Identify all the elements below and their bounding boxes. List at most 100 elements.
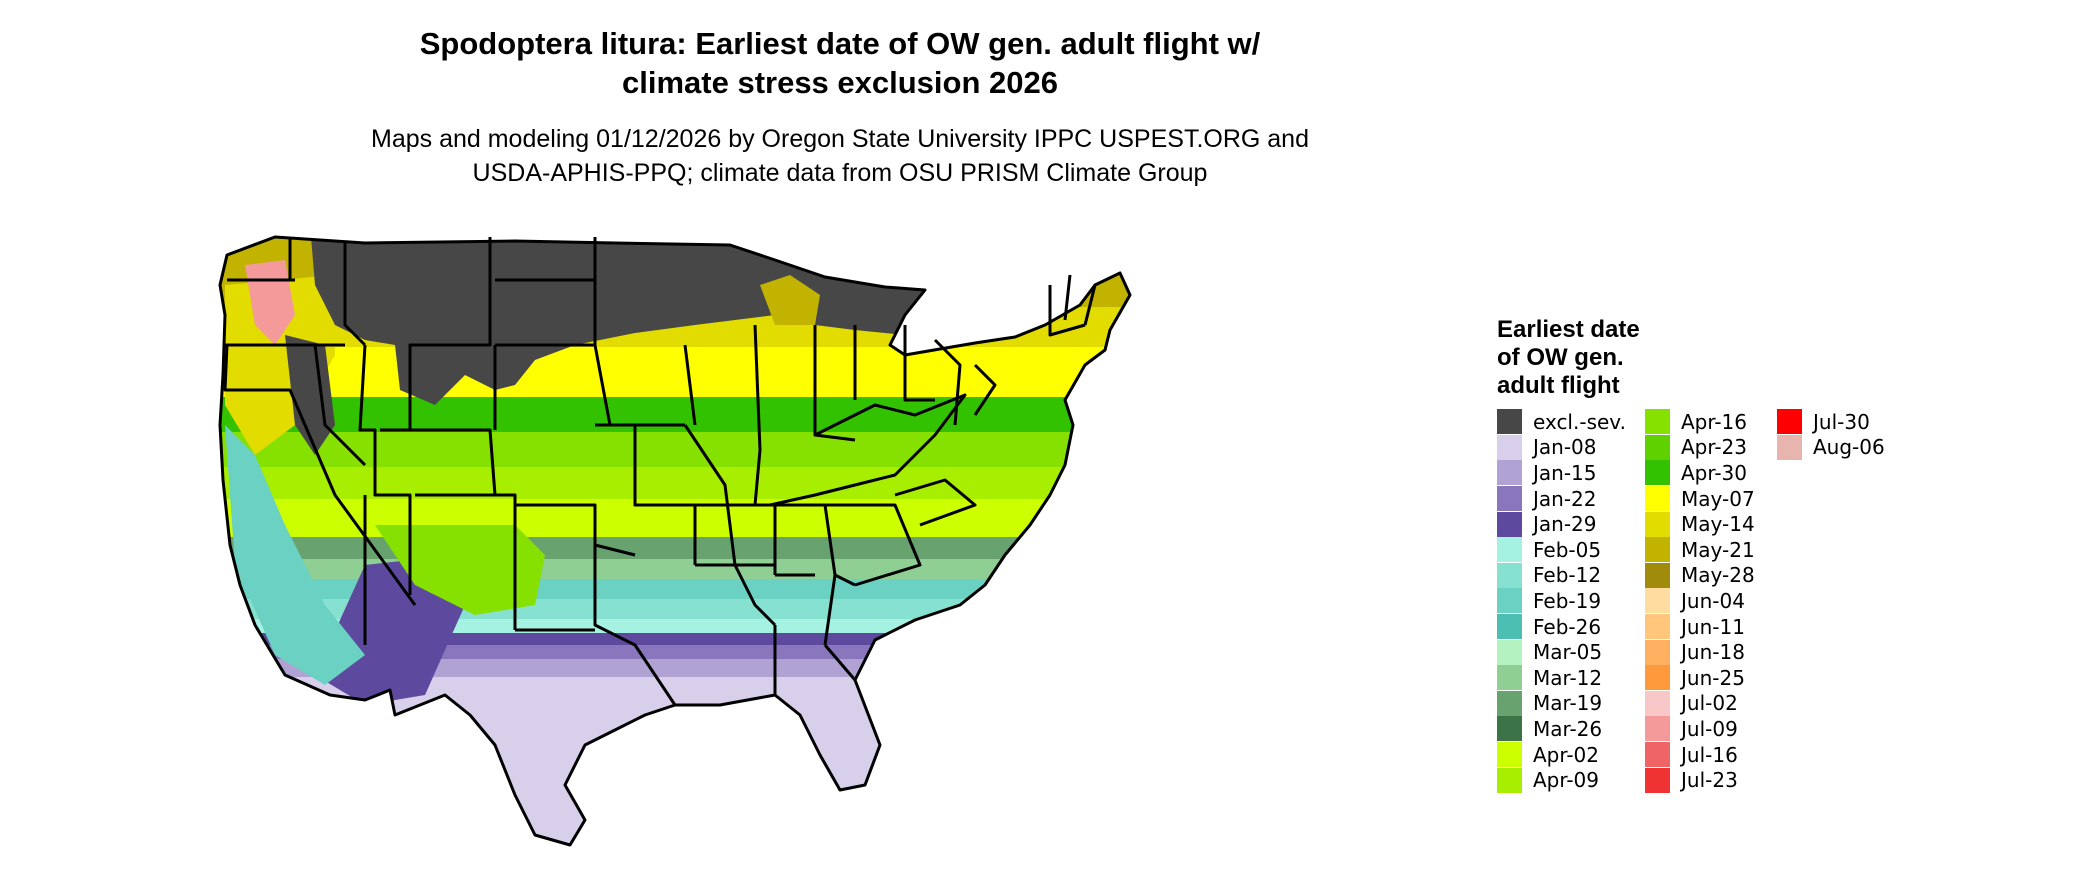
legend-title-line-3: adult flight xyxy=(1497,372,1620,399)
legend-label: excl.-sev. xyxy=(1533,409,1626,434)
legend-swatch xyxy=(1645,409,1670,435)
legend-swatch xyxy=(1497,409,1522,435)
legend-label: Mar-26 xyxy=(1533,716,1603,741)
map-subtitle-line-2: USDA-APHIS-PPQ; climate data from OSU PR… xyxy=(472,159,1208,187)
legend-item: Jan-29 xyxy=(1497,511,1626,537)
legend-title: Earliest date of OW gen. adult flight xyxy=(1497,316,1727,400)
legend-swatch xyxy=(1645,614,1670,640)
legend-item: Jul-23 xyxy=(1645,767,1755,793)
legend-label: Jul-30 xyxy=(1813,409,1870,434)
legend-item: Aug-06 xyxy=(1777,434,1885,461)
legend-label: Jan-29 xyxy=(1533,512,1597,537)
legend-label: Feb-05 xyxy=(1533,537,1602,562)
legend-label: Apr-02 xyxy=(1533,742,1599,767)
legend-title-line-1: Earliest date xyxy=(1497,316,1640,343)
map-title: Spodoptera litura: Earliest date of OW g… xyxy=(290,24,1390,102)
legend-item: May-07 xyxy=(1645,486,1755,512)
legend-swatch xyxy=(1497,562,1522,588)
legend-label: Jul-02 xyxy=(1681,691,1738,716)
legend-item: Jan-15 xyxy=(1497,460,1626,486)
legend-label: Jul-16 xyxy=(1681,742,1738,767)
legend-label: Jan-22 xyxy=(1533,486,1597,511)
legend-label: Feb-26 xyxy=(1533,614,1602,639)
legend-item: Apr-23 xyxy=(1645,434,1755,461)
legend-item: Mar-26 xyxy=(1497,716,1626,742)
legend-swatch xyxy=(1645,537,1670,563)
legend-item: Apr-09 xyxy=(1497,767,1626,793)
legend-item: Feb-26 xyxy=(1497,614,1626,640)
legend-label: May-07 xyxy=(1681,486,1755,511)
legend-label: May-28 xyxy=(1681,563,1755,588)
zone-excluded-great-basin xyxy=(285,335,335,455)
legend-swatch xyxy=(1497,639,1522,665)
legend-label: Jun-25 xyxy=(1681,665,1745,690)
legend-label: Apr-30 xyxy=(1681,460,1747,485)
legend-swatch xyxy=(1497,511,1522,537)
legend-swatch xyxy=(1497,460,1522,486)
zone-west-mixed xyxy=(225,275,335,455)
legend-swatch xyxy=(1645,562,1670,588)
legend-swatch xyxy=(1645,665,1670,691)
legend-item: Mar-12 xyxy=(1497,665,1626,691)
legend-label: May-21 xyxy=(1681,537,1755,562)
zone-apr-16 xyxy=(220,430,1130,467)
legend-swatch xyxy=(1497,588,1522,614)
legend-label: Apr-09 xyxy=(1533,768,1599,793)
zone-southwest-green xyxy=(375,525,545,615)
legend-swatch xyxy=(1645,486,1670,512)
state-boundaries xyxy=(218,235,1132,847)
legend-label: Jan-15 xyxy=(1533,460,1597,485)
legend-item: Jun-11 xyxy=(1645,614,1755,640)
legend-item: Feb-12 xyxy=(1497,562,1626,589)
zone-may-07 xyxy=(220,345,1130,397)
map-subtitle-line-1: Maps and modeling 01/12/2026 by Oregon S… xyxy=(371,125,1309,153)
legend-item: Jul-02 xyxy=(1645,690,1755,717)
legend-item: Jul-09 xyxy=(1645,716,1755,742)
legend-label: Mar-19 xyxy=(1533,691,1603,716)
map-title-line-2: climate stress exclusion 2026 xyxy=(622,65,1058,100)
legend-swatch xyxy=(1777,409,1802,435)
legend-swatch xyxy=(1645,742,1670,768)
zone-california-coast xyxy=(225,425,365,685)
legend-item: Mar-19 xyxy=(1497,690,1626,717)
legend-swatch xyxy=(1497,665,1522,691)
legend-swatch xyxy=(1497,614,1522,640)
legend-column-2: Apr-16 Apr-23 Apr-30 May-07 May-14 May-21 May-… xyxy=(1645,409,1755,793)
legend-title-line-2: of OW gen. xyxy=(1497,344,1624,371)
legend-item: Jun-25 xyxy=(1645,665,1755,691)
legend-swatch xyxy=(1645,716,1670,742)
legend-swatch xyxy=(1497,767,1522,793)
legend-label: Mar-05 xyxy=(1533,640,1603,665)
border-lines xyxy=(223,237,1097,706)
legend-item: Jun-18 xyxy=(1645,639,1755,665)
legend-item: Mar-05 xyxy=(1497,639,1626,665)
legend-item: Jan-08 xyxy=(1497,434,1626,461)
legend-item: Jul-30 xyxy=(1777,409,1885,435)
map-subtitle: Maps and modeling 01/12/2026 by Oregon S… xyxy=(290,122,1390,190)
legend-label: Apr-23 xyxy=(1681,435,1747,460)
legend-label: Jul-09 xyxy=(1681,716,1738,741)
legend-label: Feb-12 xyxy=(1533,563,1602,588)
legend-label: Jun-04 xyxy=(1681,588,1745,613)
legend-item: Jun-04 xyxy=(1645,588,1755,614)
legend-swatch xyxy=(1497,434,1522,460)
legend-swatch xyxy=(1645,690,1670,716)
legend-swatch xyxy=(1645,460,1670,486)
legend-swatch xyxy=(1645,639,1670,665)
legend-item: May-14 xyxy=(1645,511,1755,537)
legend-label: Jan-08 xyxy=(1533,435,1597,460)
legend-label: Mar-12 xyxy=(1533,665,1603,690)
legend-swatch xyxy=(1777,434,1802,460)
legend-item: Apr-16 xyxy=(1645,409,1755,435)
legend-column-1: excl.-sev. Jan-08 Jan-15 Jan-22 Jan-29 Feb-05… xyxy=(1497,409,1626,793)
legend-swatch xyxy=(1497,716,1522,742)
legend-item: May-28 xyxy=(1645,562,1755,589)
legend-label: Aug-06 xyxy=(1813,435,1885,460)
legend-item: Apr-02 xyxy=(1497,742,1626,768)
legend-item: Feb-19 xyxy=(1497,588,1626,614)
legend-column-3: Jul-30 Aug-06 xyxy=(1777,409,1885,460)
legend-item: May-21 xyxy=(1645,537,1755,563)
zone-apr-30 xyxy=(220,395,1130,432)
legend-swatch xyxy=(1645,767,1670,793)
zone-southwest-low xyxy=(315,555,465,705)
